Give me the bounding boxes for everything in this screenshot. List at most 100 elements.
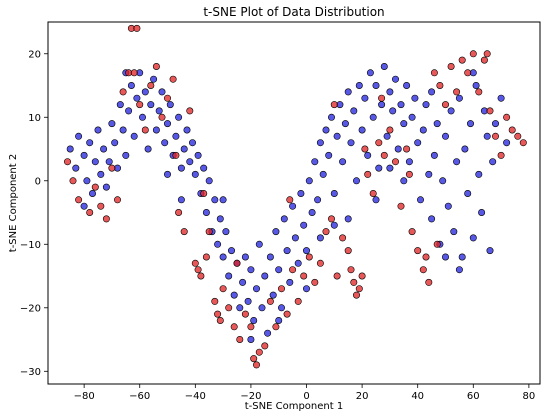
scatter-point bbox=[247, 266, 255, 274]
scatter-point bbox=[350, 278, 358, 286]
scatter-point bbox=[311, 278, 319, 286]
x-tick-label: 60 bbox=[467, 391, 480, 402]
scatter-point bbox=[478, 209, 486, 217]
scatter-point bbox=[194, 266, 202, 274]
scatter-point bbox=[400, 177, 408, 185]
scatter-point bbox=[211, 297, 219, 305]
scatter-point bbox=[250, 316, 258, 324]
scatter-point bbox=[114, 196, 122, 204]
scatter-point bbox=[230, 291, 238, 299]
scatter-point bbox=[225, 272, 233, 280]
scatter-point bbox=[219, 253, 227, 261]
scatter-point bbox=[261, 272, 269, 280]
scatter-point bbox=[327, 215, 335, 223]
scatter-point bbox=[425, 278, 433, 286]
scatter-point bbox=[330, 190, 338, 198]
scatter-point bbox=[330, 221, 338, 229]
scatter-point bbox=[341, 120, 349, 128]
scatter-point bbox=[289, 266, 297, 274]
scatter-point bbox=[222, 228, 230, 236]
scatter-point bbox=[428, 88, 436, 96]
x-tick-label: −80 bbox=[74, 391, 95, 402]
scatter-point bbox=[158, 88, 166, 96]
scatter-point bbox=[75, 132, 83, 140]
scatter-point bbox=[391, 75, 399, 83]
scatter-point bbox=[255, 240, 263, 248]
scatter-point bbox=[344, 215, 352, 223]
scatter-point bbox=[175, 113, 183, 121]
scatter-point bbox=[305, 177, 313, 185]
scatter-point bbox=[72, 164, 80, 172]
x-axis-title: t-SNE Component 1 bbox=[245, 401, 343, 412]
scatter-point bbox=[180, 145, 188, 153]
scatter-point bbox=[66, 145, 74, 153]
scatter-point bbox=[447, 62, 455, 70]
scatter-point bbox=[214, 310, 222, 318]
scatter-point bbox=[339, 158, 347, 166]
scatter-point bbox=[302, 285, 310, 293]
scatter-point bbox=[277, 285, 285, 293]
scatter-point bbox=[80, 151, 88, 159]
scatter-point bbox=[333, 132, 341, 140]
scatter-point bbox=[508, 126, 516, 134]
scatter-point bbox=[447, 107, 455, 115]
scatter-point bbox=[422, 253, 430, 261]
scatter-point bbox=[450, 228, 458, 236]
scatter-point bbox=[403, 82, 411, 90]
y-axis: −30 −20 −10 0 10 20 bbox=[20, 49, 48, 378]
scatter-point bbox=[228, 247, 236, 255]
scatter-point bbox=[503, 139, 511, 147]
scatter-point bbox=[291, 234, 299, 242]
scatter-point bbox=[172, 151, 180, 159]
scatter-point bbox=[258, 304, 266, 312]
scatter-point bbox=[175, 209, 183, 217]
scatter-point bbox=[475, 170, 483, 178]
scatter-point bbox=[389, 107, 397, 115]
scatter-point bbox=[483, 132, 491, 140]
scatter-point bbox=[311, 158, 319, 166]
scatter-point bbox=[230, 323, 238, 331]
scatter-point bbox=[403, 145, 411, 153]
scatter-point bbox=[380, 151, 388, 159]
scatter-point bbox=[91, 158, 99, 166]
scatter-point bbox=[183, 126, 191, 134]
scatter-point bbox=[316, 139, 324, 147]
scatter-point bbox=[422, 101, 430, 109]
scatter-point bbox=[297, 190, 305, 198]
scatter-point bbox=[436, 82, 444, 90]
scatter-point bbox=[133, 24, 141, 32]
scatter-point bbox=[372, 82, 380, 90]
scatter-point bbox=[394, 145, 402, 153]
scatter-point bbox=[86, 209, 94, 217]
scatter-point bbox=[275, 266, 283, 274]
scatter-point bbox=[64, 158, 72, 166]
scatter-point bbox=[486, 247, 494, 255]
scatter-point bbox=[186, 107, 194, 115]
scatter-point bbox=[430, 69, 438, 77]
scatter-point bbox=[166, 101, 174, 109]
scatter-point bbox=[316, 234, 324, 242]
scatter-point bbox=[400, 120, 408, 128]
scatter-point bbox=[466, 120, 474, 128]
scatter-point bbox=[386, 88, 394, 96]
points-layer bbox=[64, 24, 527, 369]
scatter-point bbox=[169, 75, 177, 83]
scatter-point bbox=[247, 323, 255, 331]
scatter-point bbox=[300, 272, 308, 280]
scatter-point bbox=[489, 158, 497, 166]
scatter-point bbox=[247, 335, 255, 343]
scatter-point bbox=[441, 132, 449, 140]
plot-frame bbox=[47, 21, 541, 385]
scatter-point bbox=[294, 297, 302, 305]
scatter-point bbox=[189, 139, 197, 147]
scatter-point bbox=[236, 335, 244, 343]
scatter-point bbox=[364, 170, 372, 178]
scatter-point bbox=[314, 196, 322, 204]
scatter-point bbox=[272, 228, 280, 236]
scatter-point bbox=[119, 126, 127, 134]
scatter-point bbox=[94, 126, 102, 134]
x-tick-label: −20 bbox=[240, 391, 261, 402]
scatter-point bbox=[378, 101, 386, 109]
scatter-point bbox=[289, 202, 297, 210]
scatter-point bbox=[136, 101, 144, 109]
